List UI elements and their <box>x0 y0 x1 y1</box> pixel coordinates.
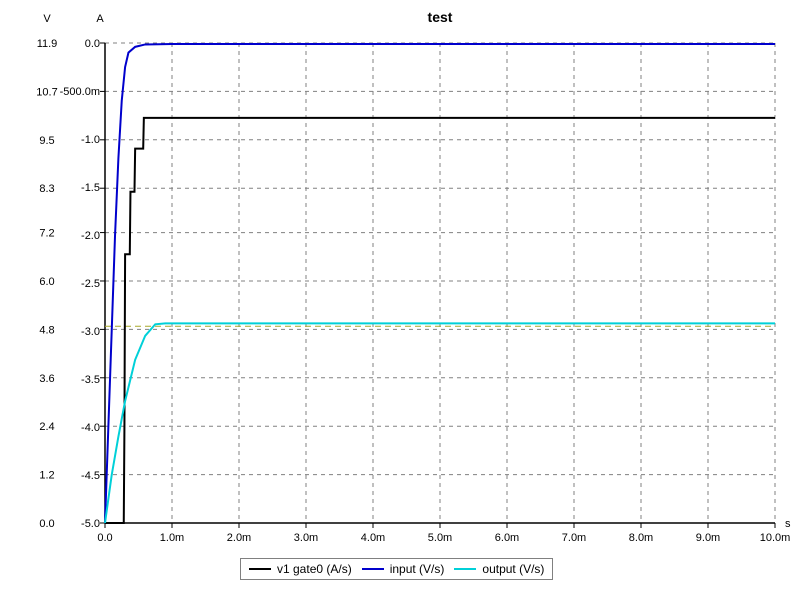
legend-item: output (V/s) <box>454 562 544 576</box>
legend-swatch <box>454 568 476 570</box>
y-right-tick-label: -2.5 <box>81 278 100 290</box>
x-tick-label: 10.0m <box>760 532 791 544</box>
y-right-tick-label: -3.0 <box>81 326 100 338</box>
y-left-tick-label: 9.5 <box>39 135 54 147</box>
x-tick-label: 3.0m <box>294 532 318 544</box>
y-left-tick-label: 3.6 <box>39 373 54 385</box>
y-left-tick-label: 11.9 <box>37 38 58 50</box>
y-left-tick-label: 8.3 <box>39 183 54 195</box>
y-left-tick-label: 7.2 <box>39 228 54 240</box>
y-left-tick-label: 1.2 <box>39 470 54 482</box>
y-right-tick-label: -3.5 <box>81 374 100 386</box>
legend-swatch <box>249 568 271 570</box>
x-tick-label: 4.0m <box>361 532 385 544</box>
y-left-tick-label: 10.7 <box>36 86 57 98</box>
legend-swatch <box>362 568 384 570</box>
y-right-label: A <box>96 13 104 25</box>
y-left-tick-label: 2.4 <box>39 421 54 433</box>
legend: v1 gate0 (A/s) input (V/s) output (V/s) <box>240 558 553 580</box>
x-tick-label: 8.0m <box>629 532 653 544</box>
y-right-tick-label: -5.0 <box>81 518 100 530</box>
legend-label: output (V/s) <box>482 562 544 576</box>
y-left-tick-label: 6.0 <box>39 276 54 288</box>
y-right-tick-label: -1.5 <box>81 182 100 194</box>
y-right-tick-label: -4.0 <box>81 422 100 434</box>
y-right-tick-label: -500.0m <box>60 86 100 98</box>
x-tick-label: 0.0 <box>97 532 112 544</box>
legend-label: input (V/s) <box>390 562 445 576</box>
y-right-tick-label: -4.5 <box>81 470 100 482</box>
y-left-tick-label: 4.8 <box>39 324 54 336</box>
x-tick-label: 7.0m <box>562 532 586 544</box>
legend-item: v1 gate0 (A/s) <box>249 562 352 576</box>
y-right-tick-label: 0.0 <box>85 38 100 50</box>
y-right-tick-label: -1.0 <box>81 134 100 146</box>
x-label: s <box>785 518 791 530</box>
y-right-tick-label: -2.0 <box>81 230 100 242</box>
y-left-tick-label: 0.0 <box>39 518 54 530</box>
x-tick-label: 6.0m <box>495 532 519 544</box>
legend-item: input (V/s) <box>362 562 445 576</box>
chart-title: test <box>428 9 453 25</box>
x-tick-label: 9.0m <box>696 532 720 544</box>
x-tick-label: 2.0m <box>227 532 251 544</box>
plot-svg: test V As 0.0 1.0m 2.0m 3.0m 4.0m 5.0m 6.0m 7.0m 8.… <box>0 0 800 600</box>
x-tick-label: 5.0m <box>428 532 452 544</box>
y-left-label: V <box>43 13 51 25</box>
x-tick-label: 1.0m <box>160 532 184 544</box>
legend-label: v1 gate0 (A/s) <box>277 562 352 576</box>
chart-container: { "chart": { "type": "line", "title": "t… <box>0 0 800 600</box>
